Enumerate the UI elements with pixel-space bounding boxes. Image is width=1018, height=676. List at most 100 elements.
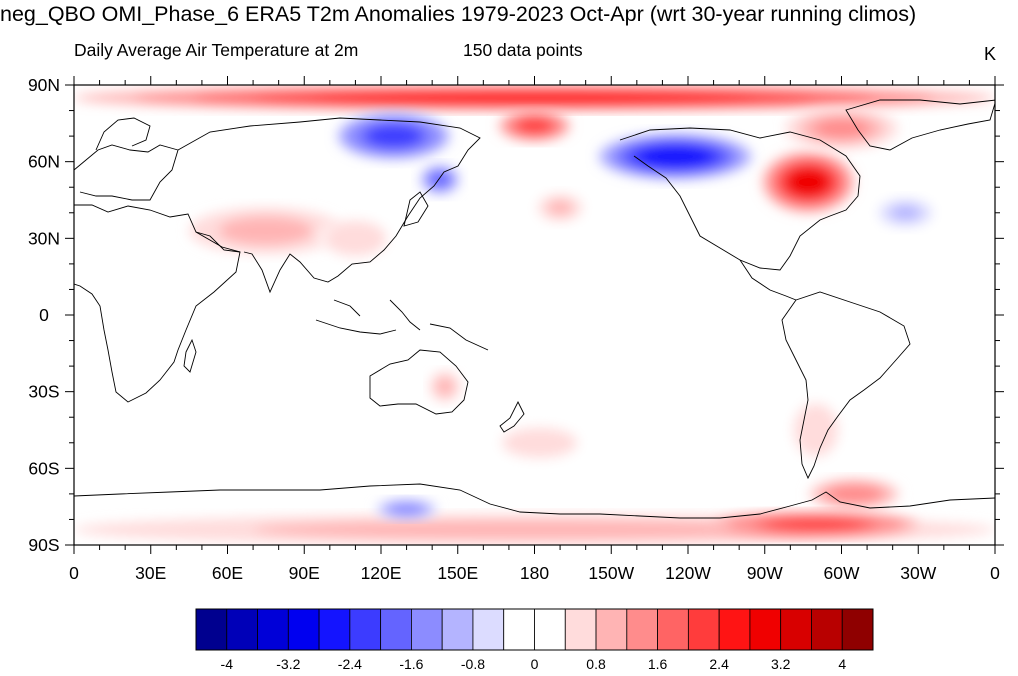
x-tick-label: 120E [361, 563, 402, 583]
y-tick-label: 0 [39, 305, 49, 325]
anomaly-contour [786, 167, 831, 197]
colorbar-box [411, 608, 443, 651]
x-tick-label: 60E [212, 563, 243, 583]
colorbar-box [657, 608, 689, 651]
anomaly-contour [832, 486, 877, 502]
anomaly-weddell-warm [713, 511, 919, 538]
colorbar-box [441, 608, 474, 651]
coast-japan [403, 191, 429, 227]
anomaly-contour [814, 118, 869, 139]
coast-arabia [195, 231, 241, 253]
coast-greenland [845, 99, 995, 151]
colorbar-box [534, 608, 566, 651]
x-tick-label: 150W [588, 563, 634, 583]
plot-background [74, 85, 995, 545]
y-tick-label: 90N [28, 75, 60, 95]
colorbar-label: 2.4 [709, 656, 729, 672]
coast-australia [369, 349, 469, 415]
x-tick-label: 90W [747, 563, 783, 583]
anomaly-contour [515, 432, 565, 453]
x-tick-label: 60W [824, 563, 860, 583]
anomaly-contour [338, 228, 373, 249]
anomaly-contour [766, 518, 866, 531]
colorbar-label: -1.6 [399, 656, 423, 672]
coast-new-zealand [499, 400, 525, 433]
coast-antarctica [74, 483, 995, 519]
anomaly-contour [391, 504, 422, 515]
subtitle-variable: Daily Average Air Temperature at 2m [74, 40, 359, 60]
colorbar-label: -4 [221, 656, 234, 672]
colorbar-label: 1.6 [648, 656, 668, 672]
anomaly-australia-warm [429, 371, 461, 402]
colorbar-label: 3.2 [771, 656, 791, 672]
anomaly-contour [313, 522, 756, 538]
colorbar: -4 -3.2 -2.4 -1.6 -0.8 0 0.8 1.6 2.4 3.2 4 [195, 608, 874, 672]
y-tick-label: 60S [28, 458, 59, 478]
colorbar-label: 4 [838, 656, 846, 672]
coast-asia [177, 117, 481, 294]
anomaly-contour [437, 379, 453, 394]
anomaly-north-pacific-warm [534, 192, 586, 224]
axis-labels: 0 30E 60E 90E 120E 150E 180 150W 120W 90W 60W 30W 09… [28, 75, 1000, 583]
colorbar-box [287, 608, 320, 651]
colorbar-label: 0.8 [586, 656, 606, 672]
anomaly-central-asia-warm [189, 207, 343, 254]
y-tick-label: 30S [28, 382, 59, 402]
anomaly-hudson-warm [762, 151, 855, 213]
coast-africa [74, 204, 241, 403]
colorbar-box [257, 608, 289, 651]
y-tick-label: 30N [28, 228, 60, 248]
anomaly-greenland-warm [785, 108, 898, 149]
x-tick-label: 0 [990, 563, 1000, 583]
coast-scandinavia [95, 117, 151, 151]
anomaly-china-warm [319, 217, 392, 259]
colorbar-box [595, 608, 628, 651]
anomaly-contour [366, 125, 421, 148]
anomaly-contour [430, 172, 450, 187]
colorbar-box [718, 608, 751, 651]
colorbar-box [195, 608, 228, 651]
colorbar-box [226, 608, 258, 651]
anomaly-contour [517, 118, 552, 134]
y-tick-label: 90S [28, 535, 59, 555]
anomaly-contour [803, 415, 829, 445]
coastlines [74, 99, 995, 519]
anomaly-alaska-cold [598, 133, 752, 180]
anomaly-south-pacific-warm [488, 422, 591, 464]
colorbar-box [841, 608, 874, 651]
colorbar-box [749, 608, 782, 651]
x-tick-label: 180 [520, 563, 549, 583]
colorbar-box [564, 608, 597, 651]
anomaly-antarctic-peninsula-warm [808, 478, 901, 510]
colorbar-box [626, 608, 658, 651]
axis-ticks [65, 76, 1004, 554]
colorbar-box [380, 608, 412, 651]
colorbar-label: -0.8 [461, 656, 485, 672]
units-label: K [983, 44, 996, 64]
anomaly-contour [638, 145, 713, 168]
anomaly-north-atlantic-cold [874, 197, 937, 229]
y-tick-label: 60N [28, 152, 60, 172]
x-tick-label: 30W [900, 563, 936, 583]
anomaly-chukchi-warm [498, 110, 571, 142]
colorbar-box [349, 608, 382, 651]
anomaly-antarctic-east-cold [375, 499, 438, 520]
colorbar-label: -3.2 [276, 656, 300, 672]
x-tick-label: 30E [135, 563, 166, 583]
page-title: neg_QBO OMI_Phase_6 ERA5 T2m Anomalies 1… [0, 2, 917, 26]
coast-indonesia [315, 299, 489, 351]
anomaly-contour [890, 205, 921, 221]
coast-madagascar [183, 338, 197, 373]
subtitle-count: 150 data points [463, 40, 583, 60]
x-tick-label: 150E [437, 563, 478, 583]
colorbar-box [687, 608, 720, 651]
colorbar-box [811, 608, 843, 651]
anomaly-arctic-band [74, 85, 995, 111]
colorbar-box [503, 608, 535, 651]
colorbar-label: 0 [531, 656, 539, 672]
anomaly-patagonia-warm [790, 399, 842, 461]
anomaly-antarctic-band [74, 514, 995, 545]
colorbar-box [318, 608, 351, 651]
x-tick-label: 120W [665, 563, 711, 583]
